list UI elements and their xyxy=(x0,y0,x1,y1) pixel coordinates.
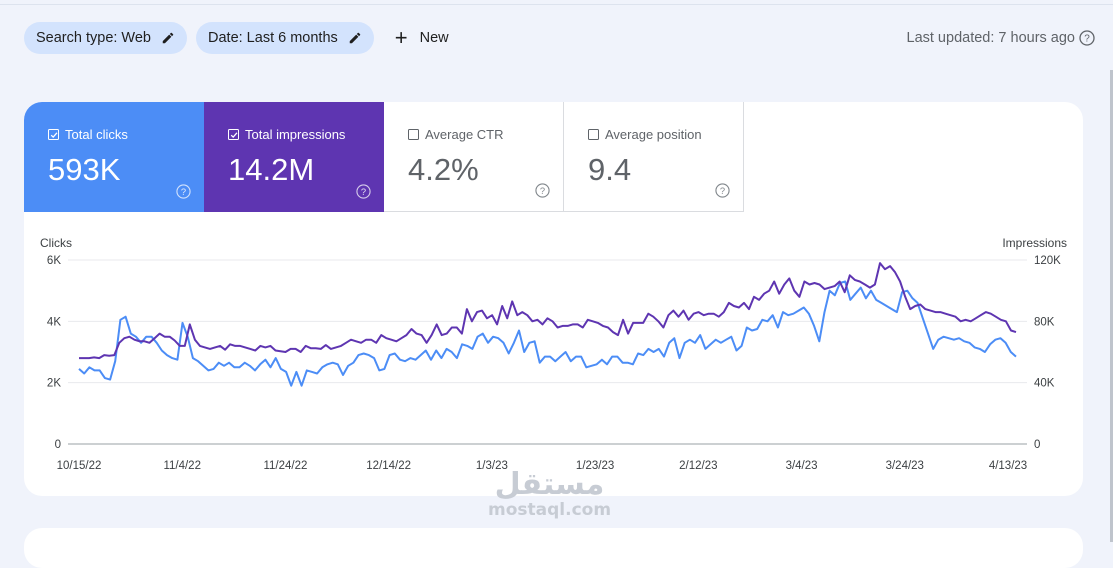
right-axis-title: Impressions xyxy=(1002,236,1067,250)
metric-value: 9.4 xyxy=(588,152,632,187)
left-tick-label: 0 xyxy=(55,439,61,451)
right-tick-label: 0 xyxy=(1034,439,1040,451)
metric-tiles: Total clicks 593K ? Total impressions 14… xyxy=(24,102,744,212)
metric-label-row: Total clicks xyxy=(48,127,128,142)
top-divider xyxy=(0,4,1113,5)
metric-label: Total impressions xyxy=(245,127,346,142)
series-line-total-impressions xyxy=(79,262,1017,360)
x-tick-label: 12/14/22 xyxy=(366,460,411,472)
svg-text:?: ? xyxy=(1084,34,1090,45)
x-tick-label: 11/24/22 xyxy=(263,460,307,472)
metric-value: 593K xyxy=(48,152,121,187)
x-tick-label: 1/3/23 xyxy=(476,460,508,472)
date-range-chip[interactable]: Date: Last 6 months xyxy=(196,22,374,54)
new-filter-label: New xyxy=(419,30,449,46)
search-type-chip-label: Search type: Web xyxy=(36,30,151,46)
help-icon[interactable]: ? xyxy=(535,183,550,198)
help-icon[interactable]: ? xyxy=(356,184,371,199)
filter-toolbar: Search type: Web Date: Last 6 months + N… xyxy=(24,22,449,54)
performance-chart[interactable]: 0 0 2K 40K 4K 80K 6K 120K 10/15/22 11/4/22 11/24/2… xyxy=(24,102,1083,496)
series-line-total-clicks xyxy=(78,280,1017,387)
metric-label-row: Average CTR xyxy=(408,127,504,142)
metric-tile-average-ctr[interactable]: Average CTR 4.2% ? xyxy=(384,102,564,212)
metric-label: Total clicks xyxy=(65,127,128,142)
metric-label: Average CTR xyxy=(425,127,504,142)
metric-label-row: Average position xyxy=(588,127,702,142)
left-tick-label: 4K xyxy=(47,316,61,328)
plus-icon: + xyxy=(394,25,408,50)
x-tick-label: 10/15/22 xyxy=(57,460,102,472)
x-tick-label: 4/13/23 xyxy=(989,460,1027,472)
metric-label-row: Total impressions xyxy=(228,127,345,142)
x-tick-label: 11/4/22 xyxy=(163,460,201,472)
help-icon[interactable]: ? xyxy=(176,184,191,199)
right-tick-label: 80K xyxy=(1034,316,1055,328)
metric-tile-average-position[interactable]: Average position 9.4 ? xyxy=(564,102,744,212)
help-icon[interactable]: ? xyxy=(1079,30,1095,46)
checkbox-checked-icon[interactable] xyxy=(48,129,59,140)
new-filter-button[interactable]: + New xyxy=(395,27,449,49)
performance-card: Total clicks 593K ? Total impressions 14… xyxy=(24,102,1083,496)
left-tick-label: 2K xyxy=(47,378,61,390)
svg-text:?: ? xyxy=(720,186,725,196)
checkbox-checked-icon[interactable] xyxy=(228,129,239,140)
last-updated-text: Last updated: 7 hours ago xyxy=(906,30,1076,46)
x-tick-label: 3/4/23 xyxy=(786,460,818,472)
watermark-latin: mostaql.com xyxy=(488,500,612,520)
metric-value: 4.2% xyxy=(408,152,479,187)
metric-value: 14.2M xyxy=(228,152,315,187)
right-tick-label: 40K xyxy=(1034,378,1055,390)
metric-label: Average position xyxy=(605,127,702,142)
x-tick-label: 3/24/23 xyxy=(886,460,924,472)
edit-pencil-icon xyxy=(349,32,361,44)
next-card xyxy=(24,528,1083,568)
x-tick-label: 1/23/23 xyxy=(576,460,614,472)
svg-text:?: ? xyxy=(361,187,366,197)
help-icon[interactable]: ? xyxy=(715,183,730,198)
metric-tile-total-impressions[interactable]: Total impressions 14.2M ? xyxy=(204,102,384,212)
metric-tile-total-clicks[interactable]: Total clicks 593K ? xyxy=(24,102,204,212)
left-axis-title: Clicks xyxy=(40,236,72,250)
svg-text:?: ? xyxy=(181,187,186,197)
mostaql-watermark: مستقل mostaql.com xyxy=(488,467,612,521)
watermark-arabic: مستقل xyxy=(494,467,605,502)
checkbox-unchecked-icon[interactable] xyxy=(408,129,419,140)
right-tick-label: 120K xyxy=(1034,255,1061,267)
date-range-chip-label: Date: Last 6 months xyxy=(208,30,338,46)
search-type-chip[interactable]: Search type: Web xyxy=(24,22,187,54)
x-tick-label: 2/12/23 xyxy=(679,460,717,472)
edit-pencil-icon xyxy=(162,32,174,44)
svg-text:?: ? xyxy=(540,186,545,196)
page-scrollbar[interactable] xyxy=(1110,70,1113,542)
checkbox-unchecked-icon[interactable] xyxy=(588,129,599,140)
left-tick-label: 6K xyxy=(47,255,61,267)
